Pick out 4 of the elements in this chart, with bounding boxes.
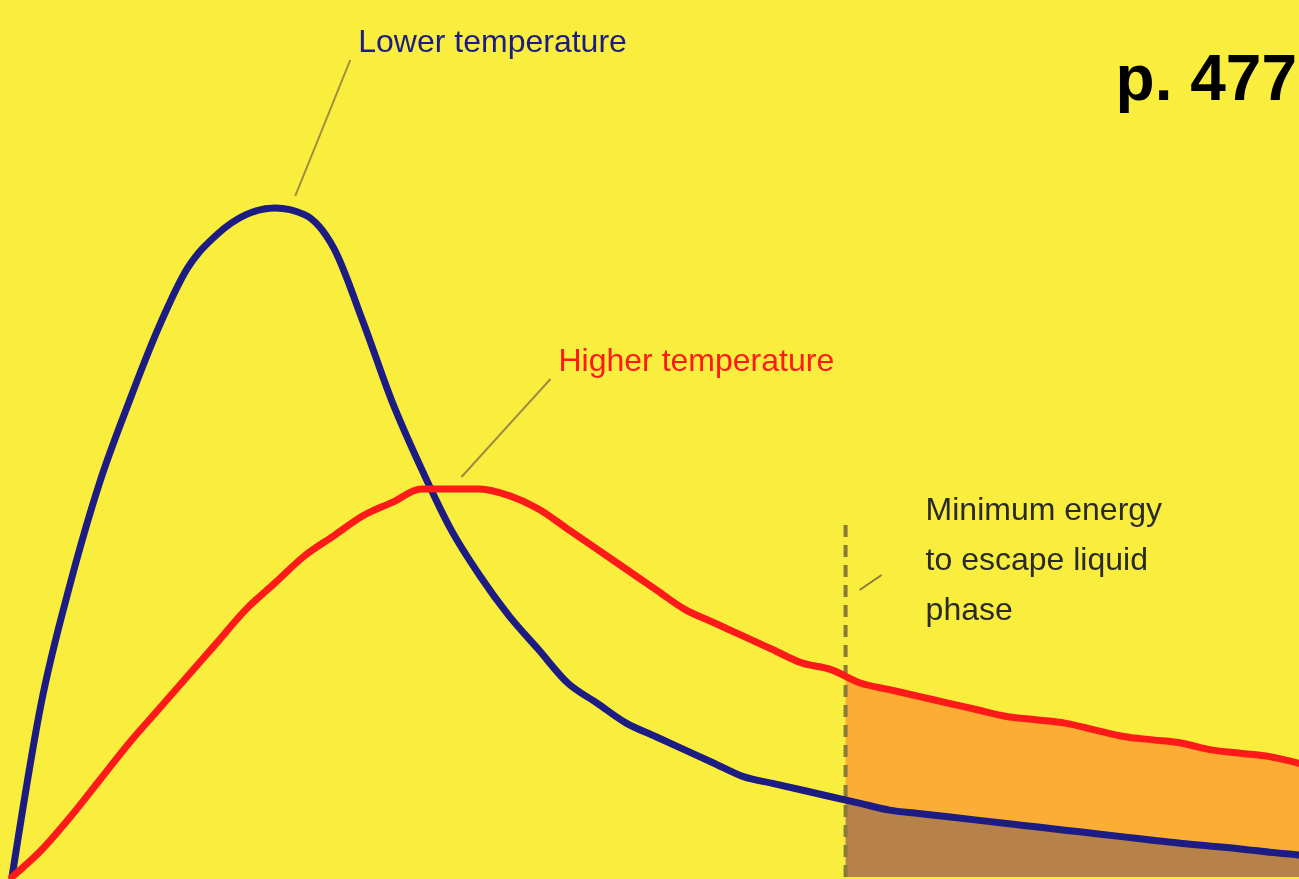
annotation: Minimum energy to escape liquid phase bbox=[925, 491, 1163, 627]
text: p. 477 bbox=[1115, 42, 1297, 114]
text: Lower temperature bbox=[358, 23, 627, 59]
text: Higher temperature bbox=[558, 341, 835, 378]
